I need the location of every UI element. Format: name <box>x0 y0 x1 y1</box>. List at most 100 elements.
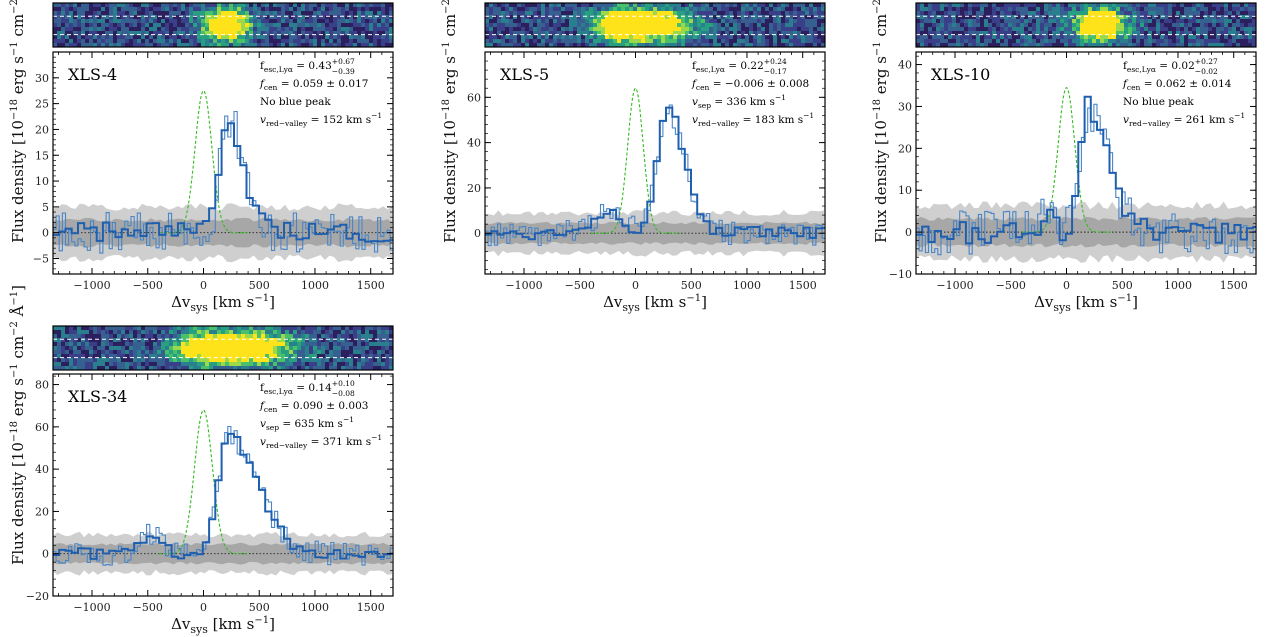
stamp-pixel <box>81 19 86 24</box>
stamp-pixel <box>1184 35 1189 40</box>
stamp-pixel <box>661 23 666 28</box>
stamp-pixel <box>1080 23 1085 28</box>
stamp-pixel <box>553 15 558 20</box>
stamp-pixel <box>521 19 526 24</box>
stamp-pixel <box>513 39 518 44</box>
stamp-pixel <box>77 358 82 363</box>
stamp-pixel <box>1148 27 1153 32</box>
stamp-pixel <box>253 362 258 367</box>
stamp-pixel <box>89 334 94 339</box>
stamp-pixel <box>1236 35 1241 40</box>
stamp-pixel <box>205 330 210 335</box>
stamp-pixel <box>697 35 702 40</box>
x-tick-label: 0 <box>200 601 207 614</box>
stamp-pixel <box>665 27 670 32</box>
stamp-pixel <box>189 354 194 359</box>
stamp-pixel <box>317 330 322 335</box>
stamp-pixel <box>1216 43 1221 48</box>
stamp-pixel <box>105 354 110 359</box>
stamp-pixel <box>365 3 370 8</box>
stamp-pixel <box>1012 19 1017 24</box>
stamp-pixel <box>797 15 802 20</box>
stamp-pixel <box>189 7 194 12</box>
stamp-pixel <box>996 31 1001 36</box>
stamp-pixel <box>349 43 354 48</box>
stamp-pixel <box>757 31 762 36</box>
stamp-pixel <box>53 338 58 343</box>
y-tick-label: 60 <box>467 91 481 104</box>
stamp-pixel <box>261 338 266 343</box>
stamp-frame <box>915 2 1257 48</box>
stamp-pixel <box>141 350 146 355</box>
stamp-pixel <box>189 35 194 40</box>
stamp-pixel <box>729 11 734 16</box>
stamp-pixel <box>593 31 598 36</box>
stamp-pixel <box>233 334 238 339</box>
stamp-pixel <box>501 31 506 36</box>
stamp-pixel <box>173 31 178 36</box>
stamp-pixel <box>173 7 178 12</box>
stamp-pixel <box>737 35 742 40</box>
stamp-pixel <box>117 326 122 331</box>
stamp-pixel <box>269 346 274 351</box>
stamp-pixel <box>1008 31 1013 36</box>
stamp-pixel <box>745 7 750 12</box>
stamp-pixel <box>161 338 166 343</box>
stamp-pixel <box>972 11 977 16</box>
stamp-pixel <box>357 35 362 40</box>
stamp-pixel <box>773 43 778 48</box>
stamp-pixel <box>1160 11 1165 16</box>
stamp-pixel <box>1004 31 1009 36</box>
stamp-pixel <box>245 326 250 331</box>
stamp-pixel <box>197 342 202 347</box>
stamp-pixel <box>345 27 350 32</box>
stamp-pixel <box>313 15 318 20</box>
stamp-pixel <box>141 7 146 12</box>
stamp-pixel <box>73 358 78 363</box>
annotation-vredvalley: vred−valley = 261 km s−1 <box>1123 111 1245 128</box>
stamp-pixel <box>313 35 318 40</box>
stamp-pixel <box>1060 35 1065 40</box>
stamp-pixel <box>1140 3 1145 8</box>
stamp-pixel <box>365 326 370 331</box>
stamp-pixel <box>1044 23 1049 28</box>
stamp-pixel <box>673 7 678 12</box>
stamp-pixel <box>633 7 638 12</box>
stamp-pixel <box>1180 27 1185 32</box>
stamp-pixel <box>125 330 130 335</box>
stamp-pixel <box>497 11 502 16</box>
stamp-pixel <box>329 35 334 40</box>
stamp-pixel <box>181 11 186 16</box>
spectrum-line-fine <box>485 104 825 247</box>
stamp-pixel <box>541 19 546 24</box>
stamp-pixel <box>105 27 110 32</box>
stamp-pixel <box>313 338 318 343</box>
stamp-pixel <box>53 23 58 28</box>
stamp-pixel <box>984 43 989 48</box>
stamp-pixel <box>61 358 66 363</box>
stamp-pixel <box>493 11 498 16</box>
stamp-pixel <box>305 338 310 343</box>
stamp-pixel <box>956 23 961 28</box>
stamp-pixel <box>653 11 658 16</box>
stamp-pixel <box>229 23 234 28</box>
stamp-pixel <box>209 23 214 28</box>
stamp-pixel <box>1072 3 1077 8</box>
stamp-pixel <box>785 15 790 20</box>
stamp-pixel <box>685 3 690 8</box>
stamp-pixel <box>269 43 274 48</box>
stamp-pixel <box>373 11 378 16</box>
stamp-pixel <box>77 35 82 40</box>
stamp-pixel <box>1040 31 1045 36</box>
stamp-pixel <box>345 342 350 347</box>
stamp-pixel <box>577 39 582 44</box>
stamp-pixel <box>984 15 989 20</box>
stamp-pixel <box>217 346 222 351</box>
stamp-pixel <box>1172 35 1177 40</box>
stamp-pixel <box>57 358 62 363</box>
stamp-pixel <box>253 342 258 347</box>
stamp-pixel <box>936 43 941 48</box>
stamp-pixel <box>117 3 122 8</box>
stamp-pixel <box>257 27 262 32</box>
stamp-pixel <box>77 11 82 16</box>
